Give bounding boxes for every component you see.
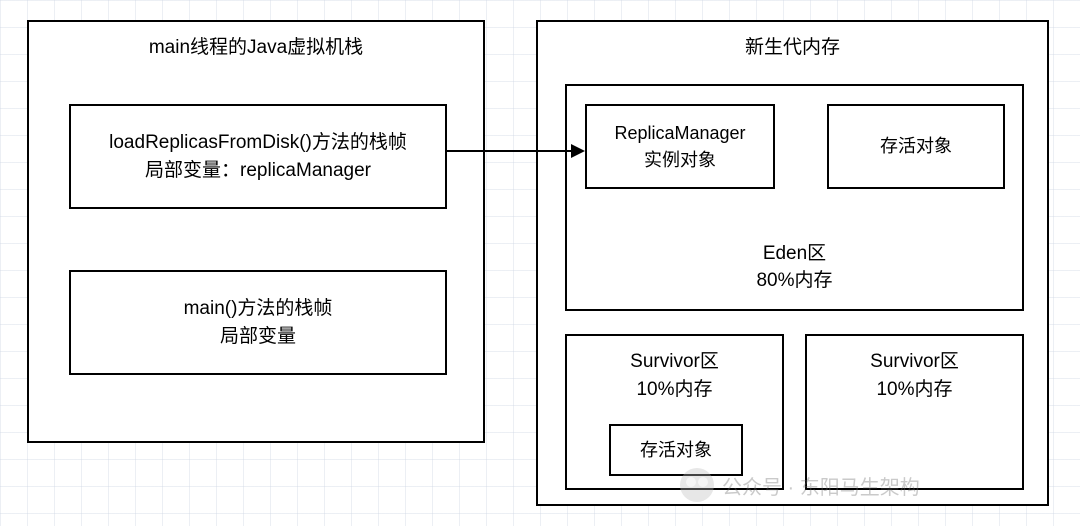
stack-frame-main: main()方法的栈帧 局部变量 (69, 270, 447, 375)
young-gen-container: 新生代内存 Eden区 80%内存 ReplicaManager 实例对象 存活… (536, 20, 1049, 506)
reference-arrow-head (571, 144, 585, 158)
survivor1-alive-label: 存活对象 (640, 437, 712, 463)
watermark-text: 公众号 · 东阳马生架构 (722, 471, 920, 500)
eden-region: Eden区 80%内存 ReplicaManager 实例对象 存活对象 (565, 84, 1024, 311)
eden-alive-label: 存活对象 (880, 133, 952, 159)
young-gen-title: 新生代内存 (538, 34, 1047, 62)
survivor2-label-line1: Survivor区 (870, 348, 959, 376)
replica-manager-line1: ReplicaManager (614, 120, 745, 146)
reference-arrow-line (447, 150, 573, 152)
wechat-icon (680, 468, 714, 502)
replica-manager-line2: 实例对象 (644, 147, 716, 173)
eden-label-line2: 80%内存 (756, 267, 832, 295)
survivor1-label-line2: 10%内存 (636, 376, 712, 404)
survivor1-label-line1: Survivor区 (630, 348, 719, 376)
watermark: 公众号 · 东阳马生架构 (680, 468, 920, 502)
stack-frame-load-line2: 局部变量：replicaManager (145, 157, 371, 185)
eden-alive-object: 存活对象 (827, 104, 1005, 189)
jvm-stack-title: main线程的Java虚拟机栈 (29, 34, 483, 62)
stack-frame-main-line2: 局部变量 (220, 323, 296, 351)
replica-manager-instance: ReplicaManager 实例对象 (585, 104, 775, 189)
stack-frame-load-line1: loadReplicasFromDisk()方法的栈帧 (109, 129, 407, 157)
survivor2-region: Survivor区 10%内存 (805, 334, 1024, 490)
jvm-stack-container: main线程的Java虚拟机栈 loadReplicasFromDisk()方法… (27, 20, 485, 443)
stack-frame-load: loadReplicasFromDisk()方法的栈帧 局部变量：replica… (69, 104, 447, 209)
survivor2-label-line2: 10%内存 (876, 376, 952, 404)
survivor1-region: Survivor区 10%内存 存活对象 (565, 334, 784, 490)
eden-label-line1: Eden区 (763, 240, 826, 268)
stack-frame-main-line1: main()方法的栈帧 (184, 295, 333, 323)
